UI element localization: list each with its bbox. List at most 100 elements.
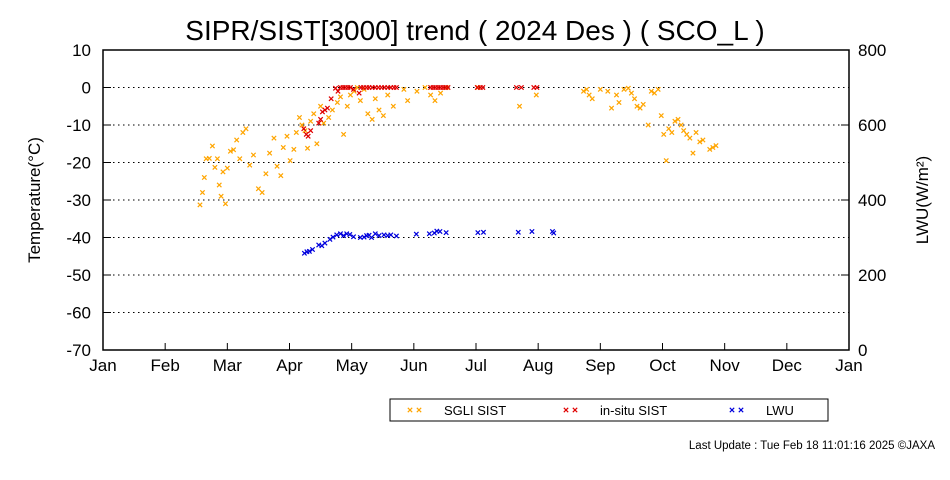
data-point bbox=[361, 234, 367, 240]
data-point bbox=[317, 116, 324, 122]
data-point bbox=[328, 96, 334, 102]
x-tick-label: May bbox=[336, 356, 369, 375]
data-point bbox=[304, 145, 311, 151]
data-point bbox=[222, 201, 229, 207]
data-point bbox=[247, 162, 253, 168]
data-point bbox=[216, 182, 222, 188]
data-point bbox=[432, 98, 438, 104]
y2-tick-label: 600 bbox=[858, 116, 886, 135]
data-point bbox=[393, 233, 400, 239]
data-point bbox=[401, 86, 407, 92]
legend-label: SGLI SIST bbox=[444, 403, 506, 418]
plot-frame bbox=[102, 49, 850, 351]
data-point bbox=[513, 84, 520, 91]
data-point bbox=[206, 155, 212, 161]
data-point bbox=[212, 164, 218, 170]
data-point bbox=[263, 171, 269, 177]
data-point bbox=[293, 129, 299, 136]
data-point bbox=[616, 99, 622, 106]
data-point bbox=[675, 116, 681, 122]
data-point bbox=[390, 103, 396, 109]
legend-label: in-situ SIST bbox=[600, 403, 667, 418]
y-tick-label: -30 bbox=[66, 191, 91, 210]
data-point bbox=[356, 90, 362, 96]
data-point bbox=[347, 84, 354, 91]
data-point bbox=[713, 143, 719, 149]
data-point bbox=[255, 186, 262, 192]
data-point bbox=[663, 158, 669, 164]
data-point bbox=[311, 111, 317, 117]
y-tick-label: 10 bbox=[72, 41, 91, 60]
y-tick-label: -50 bbox=[66, 266, 91, 285]
x-tick-label: Feb bbox=[151, 356, 180, 375]
data-point bbox=[357, 98, 363, 104]
data-point bbox=[437, 228, 443, 235]
y-tick-label: -60 bbox=[66, 304, 91, 323]
series-lwu bbox=[301, 228, 557, 256]
data-point bbox=[340, 233, 347, 239]
data-point bbox=[381, 232, 387, 238]
legend-marker bbox=[416, 407, 422, 413]
data-point bbox=[274, 163, 280, 169]
y-tick-label: -20 bbox=[66, 154, 91, 173]
x-tick-label: Jul bbox=[465, 356, 487, 375]
data-point bbox=[589, 96, 595, 102]
data-point bbox=[317, 103, 324, 109]
data-point bbox=[350, 234, 357, 240]
x-tick-label: Jun bbox=[400, 356, 427, 375]
data-point bbox=[199, 189, 206, 196]
data-point bbox=[580, 88, 587, 94]
y2-tick-label: 200 bbox=[858, 266, 886, 285]
data-point bbox=[335, 88, 341, 94]
legend: SGLI SIST in-situ SIST LWU bbox=[389, 398, 829, 422]
data-point bbox=[534, 84, 540, 91]
data-point bbox=[250, 152, 257, 158]
data-point bbox=[710, 144, 716, 151]
data-point bbox=[518, 84, 525, 91]
data-point bbox=[529, 228, 535, 235]
chart-title: SIPR/SIST[3000] trend ( 2024 Des ) ( SCO… bbox=[185, 15, 764, 46]
legend-marker bbox=[407, 407, 413, 413]
x-tick-label: Oct bbox=[649, 356, 676, 375]
data-point bbox=[516, 103, 523, 109]
data-point bbox=[700, 137, 706, 143]
data-point bbox=[648, 88, 654, 94]
x-tick-label: Jan bbox=[89, 356, 116, 375]
data-point bbox=[413, 231, 419, 237]
data-point bbox=[422, 84, 428, 91]
legend-label: LWU bbox=[766, 403, 794, 418]
data-point bbox=[426, 231, 432, 237]
data-point bbox=[651, 90, 658, 96]
data-point bbox=[388, 232, 394, 238]
legend-box bbox=[389, 398, 829, 422]
data-point bbox=[678, 122, 684, 128]
data-point bbox=[305, 133, 311, 139]
data-point bbox=[376, 107, 382, 113]
data-point bbox=[669, 129, 675, 136]
data-point bbox=[625, 85, 631, 91]
data-point bbox=[209, 143, 216, 149]
x-tick-label: Mar bbox=[213, 356, 243, 375]
data-point bbox=[259, 189, 265, 196]
y-tick-label: 0 bbox=[82, 79, 91, 98]
data-point bbox=[634, 103, 640, 109]
data-point bbox=[337, 94, 344, 100]
y-tick-label: -40 bbox=[66, 229, 91, 248]
data-point bbox=[369, 116, 375, 122]
data-point bbox=[287, 158, 293, 164]
data-point bbox=[214, 156, 221, 162]
y-tick-label: -10 bbox=[66, 116, 91, 135]
legend-marker bbox=[563, 407, 569, 413]
data-point bbox=[301, 250, 308, 256]
data-point bbox=[385, 92, 391, 98]
data-point bbox=[437, 90, 444, 96]
data-point bbox=[243, 126, 249, 132]
data-point bbox=[445, 84, 451, 91]
data-point bbox=[690, 150, 696, 156]
data-point bbox=[224, 165, 230, 171]
data-point bbox=[533, 92, 539, 98]
data-point bbox=[661, 131, 667, 137]
data-point bbox=[393, 84, 400, 91]
data-point bbox=[291, 146, 297, 152]
data-point bbox=[380, 113, 386, 119]
